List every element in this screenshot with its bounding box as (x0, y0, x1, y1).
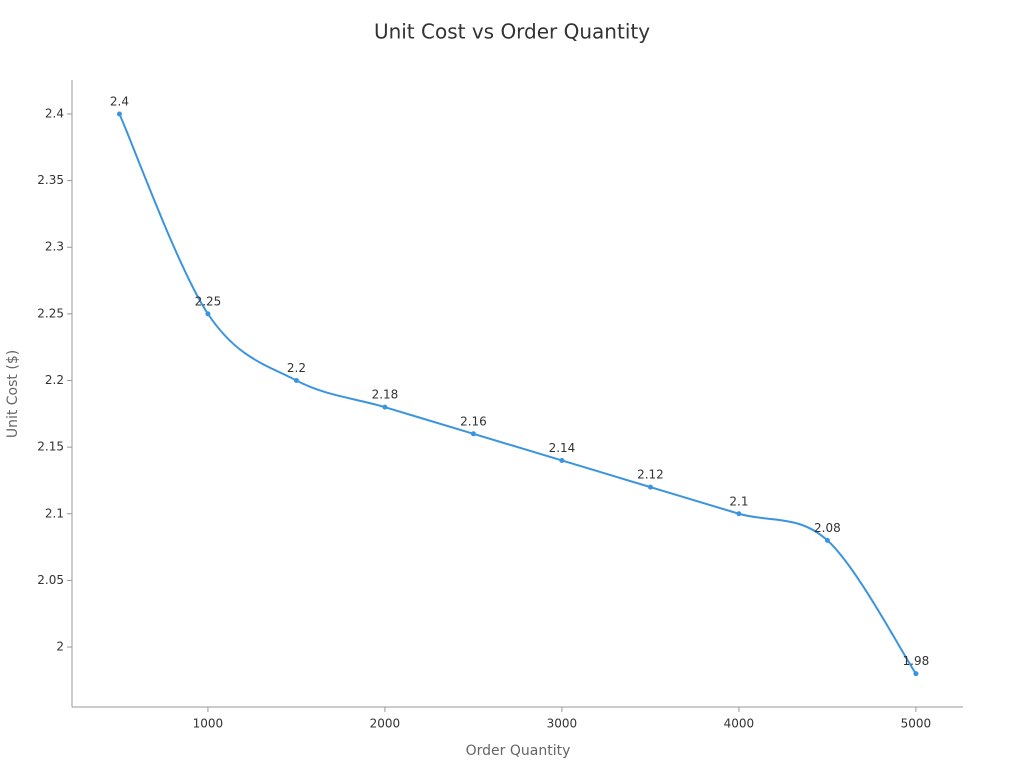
y-tick-label: 2.4 (45, 106, 64, 120)
data-label: 2.1 (729, 494, 748, 508)
point (736, 511, 742, 517)
data-label: 2.25 (195, 294, 222, 308)
y-axis-title: Unit Cost ($) (5, 350, 21, 438)
data-label: 2.16 (460, 414, 487, 428)
point (559, 457, 565, 463)
y-tick-label: 2.1 (45, 506, 64, 520)
x-tick-label: 2000 (370, 717, 401, 731)
line (118, 113, 917, 675)
y-tick-label: 2.05 (37, 573, 64, 587)
point (205, 311, 211, 317)
point (913, 671, 919, 677)
y-tick-label: 2.25 (37, 306, 64, 320)
chart-title: Unit Cost vs Order Quantity (374, 20, 650, 44)
x-tick-label: 1000 (193, 717, 224, 731)
y-tick-label: 2.15 (37, 440, 64, 454)
y-tick-label: 2.3 (45, 240, 64, 254)
data-label: 2.12 (637, 468, 664, 482)
point (293, 378, 299, 384)
y-tick-label: 2 (56, 640, 64, 654)
point (470, 431, 476, 437)
x-axis-title: Order Quantity (466, 743, 571, 759)
data-label: 2.18 (372, 388, 399, 402)
data-label: 1.98 (903, 654, 930, 668)
x-tick-label: 4000 (724, 717, 755, 731)
y-tick-label: 2.35 (37, 173, 64, 187)
x-tick-label: 3000 (547, 717, 578, 731)
y-tick-label: 2.2 (45, 373, 64, 387)
data-label: 2.4 (110, 94, 129, 108)
point (824, 537, 830, 543)
data-label: 2.2 (287, 361, 306, 375)
data-label: 2.08 (814, 521, 841, 535)
x-tick-label: 5000 (901, 717, 932, 731)
data-label: 2.14 (549, 441, 576, 455)
point (116, 111, 122, 117)
point (382, 404, 388, 410)
point (647, 484, 653, 490)
